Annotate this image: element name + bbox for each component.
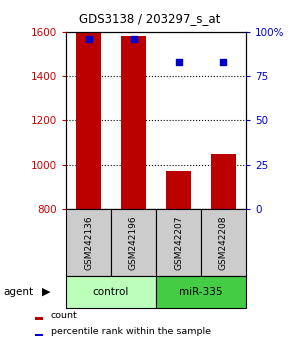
Point bbox=[221, 59, 226, 65]
Bar bbox=[35, 333, 43, 336]
Text: control: control bbox=[93, 287, 129, 297]
Text: GDS3138 / 203297_s_at: GDS3138 / 203297_s_at bbox=[79, 12, 221, 25]
Point bbox=[131, 36, 136, 42]
Text: GSM242207: GSM242207 bbox=[174, 215, 183, 270]
Bar bbox=[66, 209, 111, 276]
Bar bbox=[166, 171, 191, 209]
Text: percentile rank within the sample: percentile rank within the sample bbox=[51, 327, 211, 336]
Bar bbox=[35, 317, 43, 320]
Text: GSM242196: GSM242196 bbox=[129, 215, 138, 270]
Text: agent: agent bbox=[3, 287, 33, 297]
Bar bbox=[121, 36, 146, 209]
Bar bbox=[156, 276, 246, 308]
Bar bbox=[111, 209, 156, 276]
Text: ▶: ▶ bbox=[42, 287, 51, 297]
Text: miR-335: miR-335 bbox=[179, 287, 223, 297]
Bar bbox=[76, 32, 101, 209]
Text: count: count bbox=[51, 311, 78, 320]
Text: GSM242208: GSM242208 bbox=[219, 215, 228, 270]
Bar bbox=[66, 276, 156, 308]
Text: GSM242136: GSM242136 bbox=[84, 215, 93, 270]
Bar bbox=[201, 209, 246, 276]
Point bbox=[176, 59, 181, 65]
Point bbox=[86, 36, 91, 42]
Bar bbox=[156, 209, 201, 276]
Bar bbox=[211, 154, 236, 209]
